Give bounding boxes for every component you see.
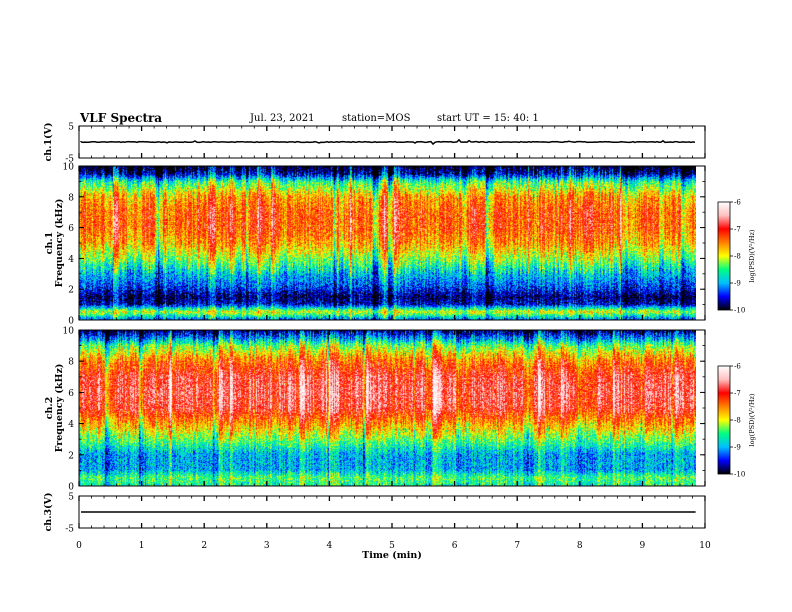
date-label: Jul. 23, 2021 [250, 113, 315, 124]
x-tick-label: 6 [452, 541, 458, 551]
y-tick-label: 10 [63, 163, 75, 173]
y-tick-label: 2 [68, 451, 74, 461]
x-axis-label: Time (min) [362, 550, 422, 561]
x-tick-label: 10 [699, 541, 711, 551]
panels: 5 -5 ch.1(V) -6 -7 -8 -9 -10 log(PSD)(V²/Hz) 0 2 4 6… [43, 123, 756, 535]
x-tick-label: 9 [640, 541, 646, 551]
y-tick-label: -5 [65, 155, 74, 165]
colorbar-tick-label: -10 [734, 307, 745, 315]
ch1-spectrogram-image [79, 166, 696, 320]
y-tick-label: 4 [68, 420, 74, 430]
y-tick-label: 2 [68, 286, 74, 296]
x-tick-label: 1 [139, 541, 145, 551]
x-tick-label: 3 [264, 541, 270, 551]
y-tick-label: 5 [68, 123, 74, 133]
colorbar-label: log(PSD)(V²/Hz) [748, 393, 756, 446]
station-label: station=MOS [342, 113, 411, 124]
x-tick-label: 4 [327, 541, 333, 551]
colorbar [717, 201, 731, 311]
colorbar-tick-label: -9 [734, 280, 741, 288]
start-time-label: start UT = 15: 40: 1 [437, 113, 539, 124]
y-tick-label: 0 [68, 317, 74, 327]
y-tick-label: 6 [68, 389, 74, 399]
colorbar-label: log(PSD)(V²/Hz) [748, 229, 756, 282]
y-tick-label: 5 [68, 493, 74, 503]
y-axis-label: Frequency (kHz) [54, 364, 65, 453]
y-axis-label: ch.2 [44, 397, 55, 420]
colorbar-tick-label: -10 [734, 471, 745, 479]
y-tick-label: 6 [68, 224, 74, 234]
y-axis-label: ch.1(V) [43, 123, 54, 162]
colorbar-tick-label: -6 [734, 199, 741, 207]
ch2-spectrogram-image [79, 330, 696, 486]
y-tick-label: -5 [65, 525, 74, 535]
y-tick-label: 8 [68, 358, 74, 368]
y-tick-label: 8 [68, 193, 74, 203]
ch1-waveform-line [80, 138, 696, 146]
colorbar-tick-label: -8 [734, 253, 741, 261]
x-tick-label: 8 [577, 541, 583, 551]
x-tick-label: 7 [514, 541, 520, 551]
y-tick-label: 0 [68, 483, 74, 493]
colorbar-tick-label: -7 [734, 226, 741, 234]
y-tick-label: 4 [68, 255, 74, 265]
chart-title: VLF Spectra [80, 111, 163, 125]
y-axis-label: ch.1 [44, 232, 55, 255]
colorbar-tick-label: -8 [734, 417, 741, 425]
x-tick-label: 5 [389, 541, 395, 551]
colorbar [717, 365, 731, 475]
colorbar-tick-label: -6 [734, 363, 741, 371]
y-axis-label: ch.3(V) [43, 493, 54, 532]
ch1-waveform-panel: 5 -5 ch.1(V) [43, 123, 706, 165]
x-tick-label: 0 [76, 541, 82, 551]
x-tick-label: 2 [201, 541, 207, 551]
time-axis: 0 1 2 3 4 5 6 7 8 9 10 Time (min) [76, 541, 711, 561]
colorbar-tick-label: -9 [734, 444, 741, 452]
ch3-waveform-panel: 5 -5 ch.3(V) [43, 493, 706, 535]
y-tick-label: 10 [63, 327, 75, 337]
ch1-spectrogram-panel: -6 -7 -8 -9 -10 log(PSD)(V²/Hz) 0 2 4 6 8 10 ch.1 Fre… [44, 163, 756, 327]
colorbar-tick-label: -7 [734, 390, 741, 398]
ch2-spectrogram-panel: -6 -7 -8 -9 -10 log(PSD)(V²/Hz) 0 2 4 6 8 10 ch.2 Fre… [44, 327, 756, 493]
y-axis-label: Frequency (kHz) [54, 199, 65, 288]
